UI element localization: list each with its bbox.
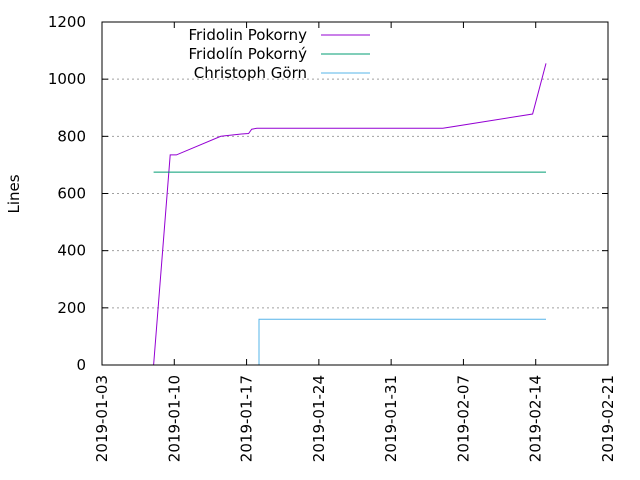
y-tick-label: 600	[57, 185, 86, 203]
y-tick-label: 0	[76, 356, 86, 374]
legend-label: Christoph Görn	[194, 64, 307, 82]
x-tick-label: 2019-01-24	[310, 375, 328, 462]
series-line-3	[258, 318, 546, 365]
series-line-1	[153, 63, 547, 366]
y-tick-label: 1000	[48, 70, 86, 88]
x-axis: 2019-01-03 2019-01-10 2019-01-17 2019-01-24…	[93, 22, 617, 462]
x-tick-label: 2019-01-17	[238, 375, 256, 462]
gridlines	[102, 78, 608, 309]
x-tick-label: 2019-01-03	[93, 375, 111, 462]
y-tick-label: 800	[57, 127, 86, 145]
y-tick-label: 200	[57, 299, 86, 317]
y-tick-label: 1200	[48, 13, 86, 31]
y-axis-title: Lines	[5, 174, 23, 213]
x-tick-label: 2019-02-07	[454, 375, 472, 462]
x-tick-label: 2019-02-21	[599, 375, 617, 462]
legend-label: Fridolín Pokorný	[189, 45, 308, 63]
series-lines	[153, 63, 547, 366]
y-tick-label: 400	[57, 242, 86, 260]
y-axis: 0 200 400 600 800 1000 1200	[48, 13, 608, 374]
legend-label: Fridolin Pokorny	[189, 26, 308, 44]
x-tick-label: 2019-01-31	[382, 375, 400, 462]
x-tick-label: 2019-02-14	[527, 375, 545, 462]
x-tick-label: 2019-01-10	[165, 375, 183, 462]
